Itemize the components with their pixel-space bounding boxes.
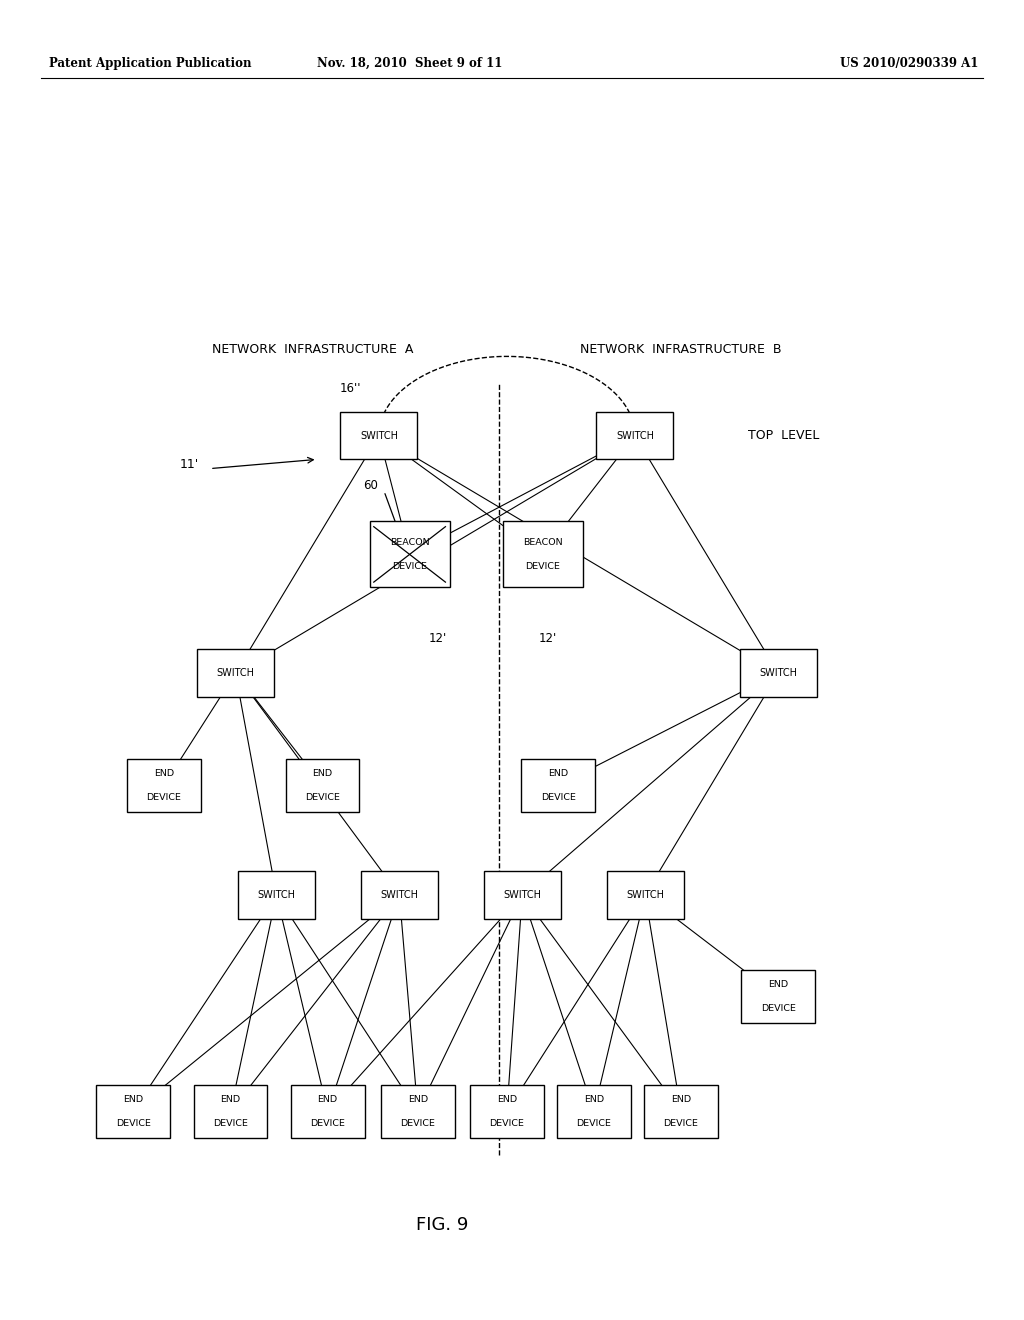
FancyBboxPatch shape <box>96 1085 170 1138</box>
Text: FIG. 9: FIG. 9 <box>416 1216 469 1234</box>
Text: DEVICE: DEVICE <box>305 793 340 801</box>
Text: SWITCH: SWITCH <box>257 890 296 900</box>
Text: 12': 12' <box>539 632 557 645</box>
Text: 60: 60 <box>364 479 379 492</box>
Text: US 2010/0290339 A1: US 2010/0290339 A1 <box>840 57 978 70</box>
Text: END: END <box>220 1096 241 1104</box>
FancyBboxPatch shape <box>361 871 438 919</box>
Text: SWITCH: SWITCH <box>359 430 398 441</box>
Text: DEVICE: DEVICE <box>489 1119 524 1127</box>
Text: DEVICE: DEVICE <box>310 1119 345 1127</box>
Text: DEVICE: DEVICE <box>392 562 427 570</box>
Text: NETWORK  INFRASTRUCTURE  A: NETWORK INFRASTRUCTURE A <box>212 343 413 356</box>
Text: SWITCH: SWITCH <box>615 430 654 441</box>
FancyBboxPatch shape <box>484 871 561 919</box>
FancyBboxPatch shape <box>197 649 274 697</box>
Text: END: END <box>312 770 333 777</box>
Text: END: END <box>123 1096 143 1104</box>
Text: 11': 11' <box>180 458 199 471</box>
Text: DEVICE: DEVICE <box>761 1005 796 1012</box>
FancyBboxPatch shape <box>194 1085 267 1138</box>
Text: 16'': 16'' <box>340 381 361 395</box>
Text: DEVICE: DEVICE <box>116 1119 151 1127</box>
FancyBboxPatch shape <box>127 759 201 812</box>
FancyBboxPatch shape <box>741 970 815 1023</box>
FancyBboxPatch shape <box>739 649 817 697</box>
Text: END: END <box>317 1096 338 1104</box>
FancyBboxPatch shape <box>286 759 359 812</box>
FancyBboxPatch shape <box>521 759 595 812</box>
Text: DEVICE: DEVICE <box>541 793 575 801</box>
FancyBboxPatch shape <box>340 412 418 459</box>
FancyBboxPatch shape <box>470 1085 544 1138</box>
Text: DEVICE: DEVICE <box>146 793 181 801</box>
FancyBboxPatch shape <box>238 871 315 919</box>
Text: Patent Application Publication: Patent Application Publication <box>49 57 252 70</box>
Text: DEVICE: DEVICE <box>400 1119 435 1127</box>
Text: SWITCH: SWITCH <box>216 668 255 678</box>
Text: END: END <box>768 981 788 989</box>
FancyBboxPatch shape <box>596 412 674 459</box>
Text: END: END <box>548 770 568 777</box>
Text: END: END <box>408 1096 428 1104</box>
Text: END: END <box>154 770 174 777</box>
Text: DEVICE: DEVICE <box>525 562 560 570</box>
Text: SWITCH: SWITCH <box>626 890 665 900</box>
Text: TOP  LEVEL: TOP LEVEL <box>748 429 819 442</box>
Text: END: END <box>497 1096 517 1104</box>
Text: BEACON: BEACON <box>390 539 429 546</box>
Text: END: END <box>671 1096 691 1104</box>
Text: BEACON: BEACON <box>523 539 562 546</box>
FancyBboxPatch shape <box>557 1085 631 1138</box>
FancyBboxPatch shape <box>606 871 684 919</box>
FancyBboxPatch shape <box>503 521 583 587</box>
Text: SWITCH: SWITCH <box>380 890 419 900</box>
Text: DEVICE: DEVICE <box>664 1119 698 1127</box>
FancyBboxPatch shape <box>381 1085 455 1138</box>
Text: NETWORK  INFRASTRUCTURE  B: NETWORK INFRASTRUCTURE B <box>581 343 781 356</box>
FancyBboxPatch shape <box>370 521 450 587</box>
Text: DEVICE: DEVICE <box>213 1119 248 1127</box>
Text: SWITCH: SWITCH <box>503 890 542 900</box>
Text: 12': 12' <box>429 632 447 645</box>
FancyBboxPatch shape <box>644 1085 718 1138</box>
Text: Nov. 18, 2010  Sheet 9 of 11: Nov. 18, 2010 Sheet 9 of 11 <box>316 57 503 70</box>
Text: DEVICE: DEVICE <box>577 1119 611 1127</box>
FancyBboxPatch shape <box>291 1085 365 1138</box>
Text: END: END <box>584 1096 604 1104</box>
Text: SWITCH: SWITCH <box>759 668 798 678</box>
